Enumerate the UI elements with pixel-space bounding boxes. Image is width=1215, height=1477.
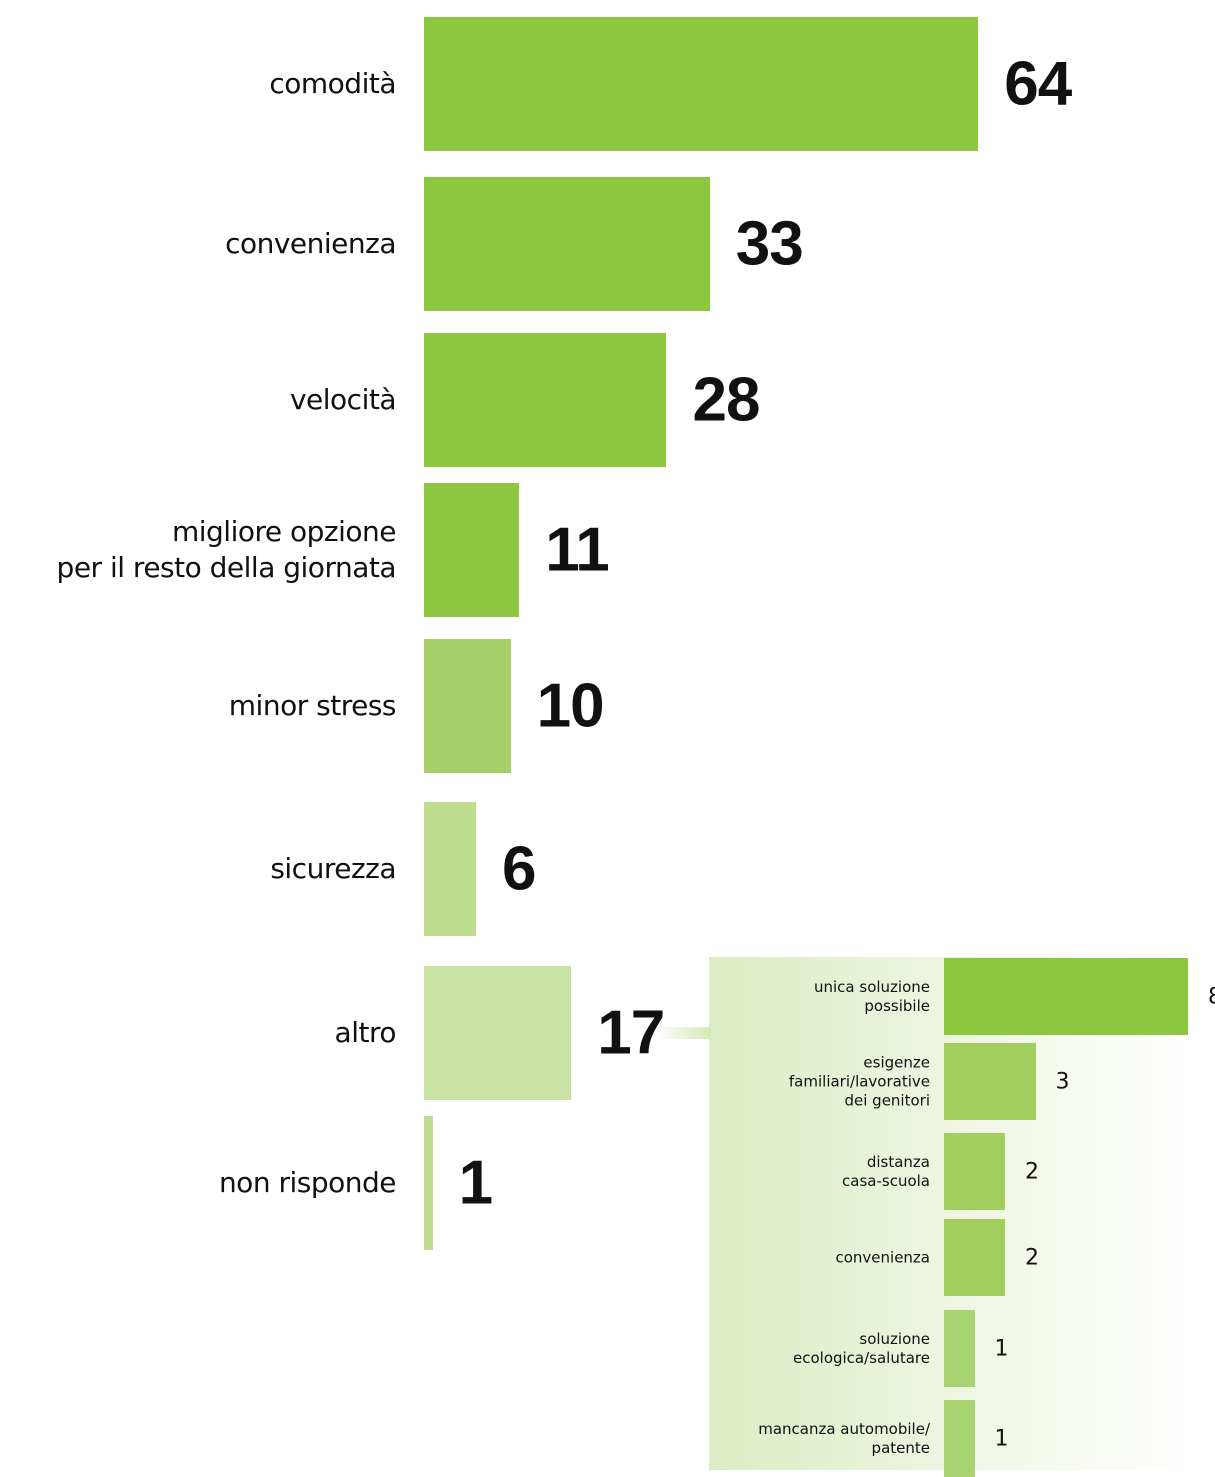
value-label: 2 [1025,1245,1039,1270]
bar [424,17,979,151]
bar [424,1116,433,1250]
value-label: 8 [1208,984,1215,1009]
value-label: 6 [501,834,536,904]
bar [424,177,710,311]
value-label: 28 [692,365,760,435]
value-label: 3 [1055,1069,1070,1094]
value-label: 1 [994,1426,1009,1451]
bar [944,958,1188,1035]
value-label: 1 [458,1148,493,1218]
bar [944,1310,975,1387]
value-label: 1 [994,1336,1009,1361]
category-label: migliore opzione per il resto della gior… [56,515,397,584]
bar [424,333,667,467]
connector [655,1027,711,1039]
sub-category-label: esigenze familiari/lavorative dei genito… [788,1053,930,1109]
value-label: 10 [536,671,605,741]
category-label: altro [334,1016,397,1049]
value-label: 17 [597,998,665,1068]
category-label: velocità [289,383,397,416]
bar [424,639,511,773]
sub-category-label: mancanza automobile/ patente [758,1419,930,1457]
value-label: 11 [545,515,610,585]
bar [424,966,572,1100]
category-label: minor stress [228,689,397,722]
bar [424,802,476,936]
sub-category-label: soluzione ecologica/salutare [793,1329,930,1367]
value-label: 64 [1004,49,1072,119]
sub-category-label: convenienza [835,1248,930,1266]
category-label: convenienza [225,227,396,260]
bar [424,483,520,617]
bar [944,1043,1036,1120]
category-label: non risponde [218,1166,397,1199]
bar [944,1400,975,1477]
value-label: 2 [1025,1159,1039,1184]
value-label: 33 [735,209,804,279]
sub-category-label: distanza casa-scuola [842,1152,930,1190]
sub-category-label: unica soluzione possibile [813,977,930,1015]
category-label: comodità [269,67,396,100]
category-label: sicurezza [270,852,396,885]
bar [944,1133,1005,1210]
bar [944,1219,1005,1296]
